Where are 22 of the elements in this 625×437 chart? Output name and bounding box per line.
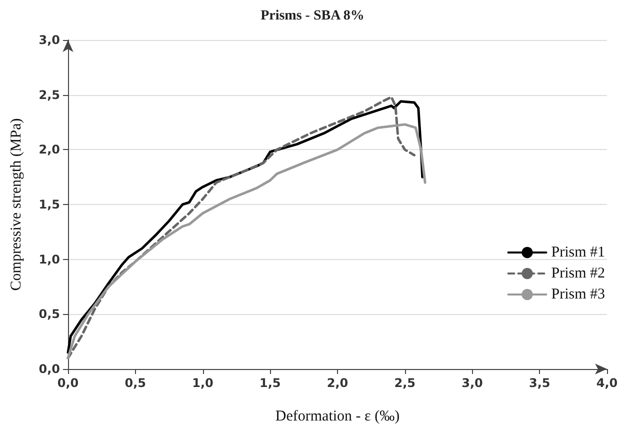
- x-tick-label: 2,0: [326, 376, 348, 390]
- y-tick-label: 0,0: [38, 362, 60, 376]
- legend-label: Prism #2: [551, 266, 606, 282]
- x-tick-label: 0,0: [57, 376, 79, 390]
- y-tick-label: 2,5: [38, 88, 60, 102]
- x-tick-label: 0,5: [124, 376, 146, 390]
- y-tick-label: 3,0: [38, 33, 60, 47]
- x-tick-label: 4,0: [596, 376, 618, 390]
- y-tick-label: 0,5: [38, 307, 60, 322]
- y-tick-label: 1,5: [38, 198, 60, 212]
- legend-label: Prism #3: [551, 286, 606, 302]
- x-tick-label: 3,0: [462, 376, 483, 390]
- legend-label: Prism #1: [551, 244, 606, 260]
- x-tick-label: 3,5: [528, 376, 550, 390]
- x-tick-label: 1,5: [259, 376, 281, 390]
- y-tick-label: 2,0: [38, 142, 60, 157]
- chart-title: Prisms - SBA 8%: [260, 8, 364, 24]
- y-axis-title: Compressive strength (MPa): [8, 118, 24, 291]
- y-tick-label: 1,0: [38, 252, 60, 266]
- x-axis-title: Deformation - ε (‰): [275, 408, 400, 424]
- x-tick-label: 1,0: [192, 376, 214, 390]
- x-tick-label: 2,5: [394, 376, 416, 390]
